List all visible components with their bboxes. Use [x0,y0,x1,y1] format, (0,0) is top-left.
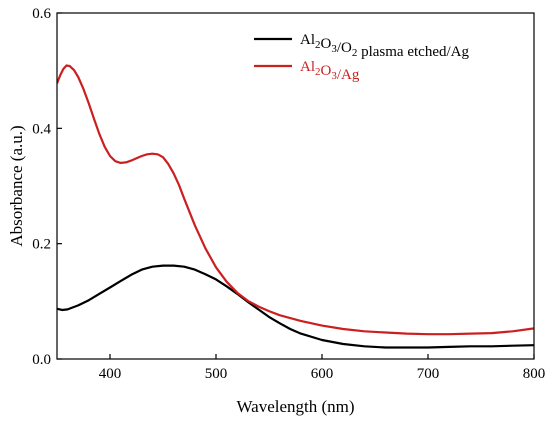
y-tick-label: 0.4 [32,121,51,137]
x-tick-label: 600 [311,366,334,382]
legend-text-part: Al [300,59,315,75]
legend-text-part: Al [300,32,315,48]
legend-text-part: /Ag [337,67,360,83]
y-tick-label: 0.0 [32,352,51,368]
legend-subscript: 2 [315,66,321,78]
series-line-0 [57,264,534,349]
legend-text-part: O [321,36,332,52]
legend-text-part: O [321,63,332,79]
legend-label-1: Al2O3/Ag [300,59,360,83]
x-tick-label: 400 [99,366,122,382]
legend-subscript: 2 [352,47,358,59]
legend-subscript: 2 [315,39,321,51]
legend-label-0: Al2O3/O2 plasma etched/Ag [300,32,469,60]
legend-text-part: /O [337,40,352,56]
axes: 400 500 600 700 800 0.0 0.2 0.4 0.6 [32,6,545,382]
legend-text-part: plasma etched/Ag [357,44,469,60]
series-line-1 [57,64,534,336]
x-tick-label: 700 [417,366,440,382]
plot-frame [56,12,535,360]
x-tick-label: 800 [523,366,546,382]
series-group [57,64,534,349]
x-tick-label: 500 [205,366,228,382]
legend-subscript: 3 [331,43,337,55]
y-axis-title: Absorbance (a.u.) [7,125,26,246]
x-axis-title: Wavelength (nm) [236,397,354,416]
y-tick-label: 0.6 [32,6,51,22]
legend-subscript: 3 [331,70,337,82]
y-tick-label: 0.2 [32,237,51,253]
